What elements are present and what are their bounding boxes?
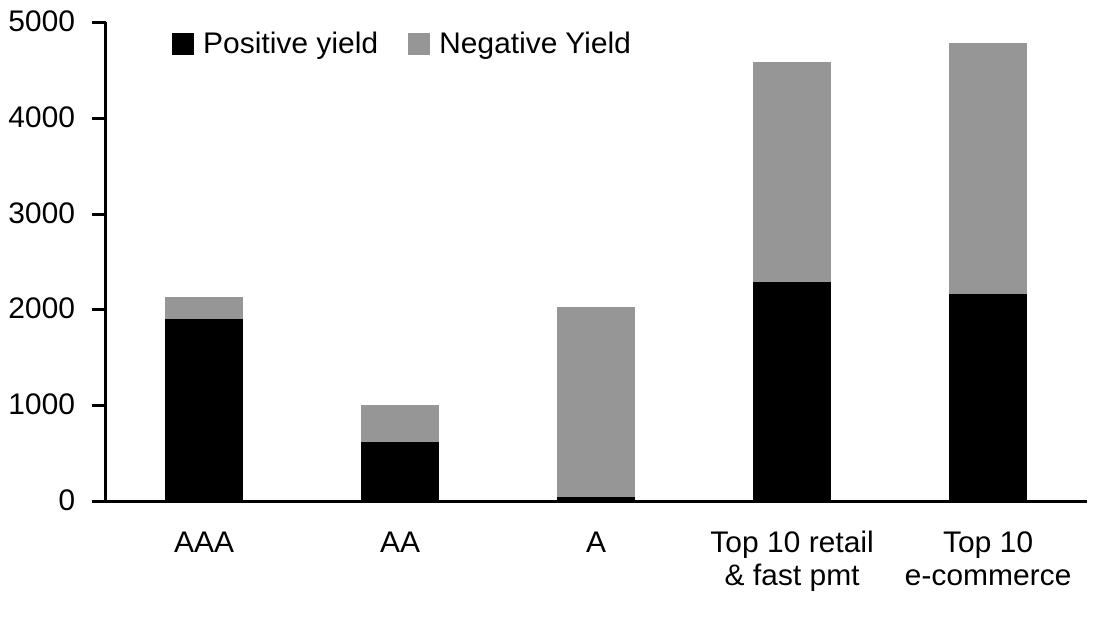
bar-segment-negative-yield-1	[165, 296, 243, 319]
legend-swatch-positive-yield	[172, 33, 194, 55]
y-axis-tick	[92, 212, 106, 216]
bar-segment-negative-yield-5	[949, 43, 1027, 295]
legend-swatch-negative-yield	[408, 33, 431, 55]
y-axis-tick-label: 2000	[8, 292, 75, 326]
legend-item-positive-yield: Positive yield	[172, 29, 378, 59]
y-axis-tick	[92, 404, 106, 408]
bar-segment-positive-yield-3	[557, 496, 635, 501]
legend: Positive yield Negative Yield	[172, 29, 631, 59]
bar-segment-negative-yield-3	[557, 306, 635, 497]
x-axis-label-3: A	[585, 526, 606, 559]
bar-segment-negative-yield-2	[361, 404, 439, 442]
x-axis-label-5: Top 10 e-commerce	[904, 526, 1072, 592]
legend-item-negative-yield: Negative Yield	[408, 29, 631, 59]
y-axis-tick	[92, 21, 106, 24]
bar-segment-positive-yield-1	[165, 318, 243, 501]
y-axis-tick-label: 1000	[8, 388, 75, 422]
y-axis-tick	[92, 116, 106, 120]
x-axis-label-2: AA	[379, 526, 421, 559]
x-axis-line	[92, 500, 1087, 503]
y-axis-line	[104, 22, 107, 503]
legend-label-negative-yield: Negative Yield	[439, 27, 631, 60]
x-axis-label-4: Top 10 retail & fast pmt	[710, 526, 874, 592]
x-axis-label-1: AAA	[173, 526, 235, 559]
bar-segment-positive-yield-4	[753, 281, 831, 501]
y-axis-tick-label: 3000	[8, 196, 75, 230]
bar-segment-negative-yield-4	[753, 62, 831, 282]
y-axis-tick-label: 4000	[8, 100, 75, 134]
bar-segment-positive-yield-2	[361, 441, 439, 501]
y-axis-tick-label: 5000	[8, 5, 75, 38]
y-axis-tick	[92, 308, 106, 312]
y-axis-tick-label: 0	[58, 484, 75, 517]
bar-segment-positive-yield-5	[949, 294, 1027, 501]
legend-label-positive-yield: Positive yield	[203, 27, 379, 60]
